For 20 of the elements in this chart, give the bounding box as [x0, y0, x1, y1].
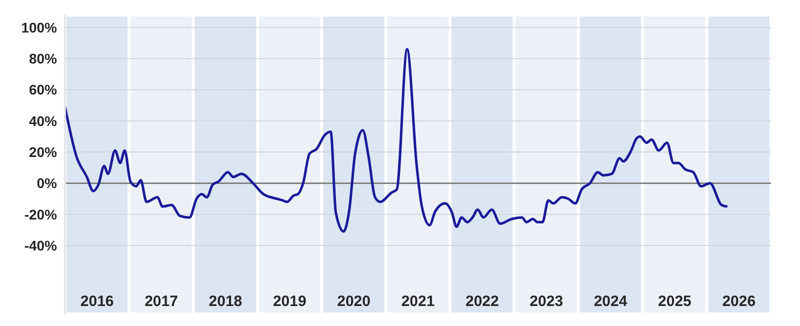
x-tick-label: 2016 [80, 293, 114, 310]
x-tick-label: 2017 [144, 293, 178, 310]
y-tick-label: -20% [24, 206, 58, 222]
x-tick-label: 2021 [401, 293, 435, 310]
x-tick-label: 2024 [594, 293, 628, 310]
line-series [65, 48, 729, 233]
x-tick-label: 2022 [465, 293, 499, 310]
x-tick-label: 2020 [337, 293, 371, 310]
y-tick-label: 60% [28, 82, 58, 98]
y-tick-label: 100% [21, 19, 58, 36]
y-tick-label: 20% [28, 144, 58, 160]
x-tick-label: 2023 [530, 293, 564, 310]
y-tick-label: 0% [36, 175, 58, 192]
x-tick-label: 2026 [722, 293, 756, 310]
y-tick-label: 40% [28, 112, 58, 129]
y-tick-label: -40% [24, 237, 58, 254]
x-tick-label: 2018 [208, 293, 242, 310]
x-tick-label: 2019 [272, 293, 306, 310]
y-tick-label: 80% [28, 50, 58, 67]
x-tick-label: 2025 [658, 293, 692, 310]
